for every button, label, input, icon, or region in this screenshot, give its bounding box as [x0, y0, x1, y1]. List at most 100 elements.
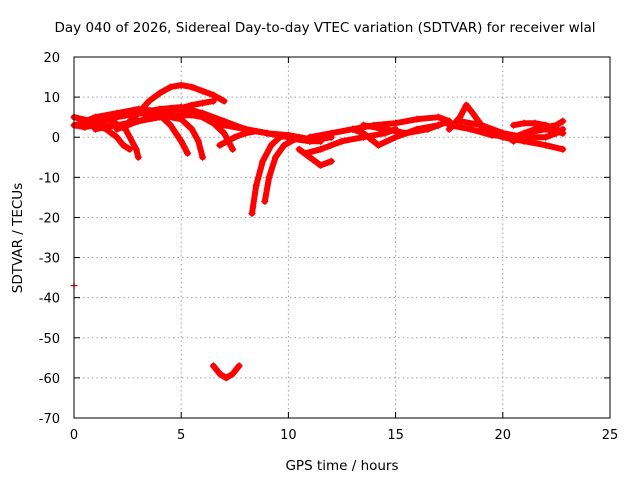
- data-point: [156, 89, 164, 97]
- x-axis-label: GPS time / hours: [285, 458, 398, 474]
- data-point: [261, 197, 269, 205]
- data-point: [276, 133, 284, 141]
- data-point: [134, 153, 142, 161]
- data-point: [559, 145, 567, 153]
- data-point: [280, 141, 288, 149]
- x-tick-label: 5: [177, 428, 185, 443]
- data-point: [134, 117, 142, 125]
- data-point: [166, 83, 174, 91]
- x-tick-label: 20: [495, 428, 512, 443]
- data-point: [327, 129, 335, 137]
- data-point: [462, 101, 470, 109]
- x-tick-label: 0: [70, 428, 78, 443]
- data-point: [242, 129, 250, 137]
- data-point: [216, 141, 224, 149]
- data-point: [413, 125, 421, 133]
- data-point: [91, 125, 99, 133]
- x-tick-label: 10: [280, 428, 297, 443]
- y-tick-label: 10: [43, 91, 60, 106]
- data-point: [229, 370, 237, 378]
- series-arc-21: [477, 125, 567, 153]
- data-point: [113, 121, 121, 129]
- data-point: [445, 121, 453, 129]
- data-point: [542, 121, 550, 129]
- data-point: [552, 125, 560, 133]
- data-point: [199, 87, 207, 95]
- data-point: [220, 121, 228, 129]
- data-point: [349, 125, 357, 133]
- series-line: [306, 114, 453, 141]
- data-point: [559, 129, 567, 137]
- data-point: [520, 119, 528, 127]
- x-tick-label: 15: [387, 428, 404, 443]
- data-point: [434, 113, 442, 121]
- data-point: [222, 374, 230, 382]
- y-tick-label: 20: [43, 51, 60, 66]
- data-point: [231, 133, 239, 141]
- y-tick-label: -50: [39, 332, 60, 347]
- series-arc-7: [91, 111, 237, 153]
- data-point: [291, 135, 299, 143]
- data-point: [126, 145, 134, 153]
- data-point: [177, 111, 185, 119]
- data-point: [295, 145, 303, 153]
- y-tick-label: -10: [39, 171, 60, 186]
- data-point: [188, 125, 196, 133]
- data-point: [177, 105, 185, 113]
- data-point: [542, 141, 550, 149]
- data-point: [199, 153, 207, 161]
- series-line: [92, 112, 236, 153]
- data-point: [119, 141, 127, 149]
- data-point: [216, 370, 224, 378]
- data-point: [184, 149, 192, 157]
- series-arc-22: [510, 119, 567, 137]
- data-point: [177, 137, 185, 145]
- data-point: [252, 127, 260, 135]
- data-point: [392, 133, 400, 141]
- data-point: [235, 362, 243, 370]
- data-point: [510, 121, 518, 129]
- data-point: [434, 121, 442, 129]
- data-point: [359, 129, 367, 137]
- y-tick-label: -30: [39, 252, 60, 267]
- data-point: [359, 121, 367, 129]
- data-point: [113, 133, 121, 141]
- data-point: [263, 129, 271, 137]
- data-point: [520, 137, 528, 145]
- axis-ticks: [73, 56, 611, 419]
- data-point: [531, 119, 539, 127]
- data-point: [381, 125, 389, 133]
- data-point: [248, 209, 256, 217]
- series-arc-12: [261, 135, 314, 205]
- data-point: [134, 109, 142, 117]
- data-point: [272, 153, 280, 161]
- series-arc-23: [209, 362, 243, 382]
- tick-labels: 0 5 10 15 20 25 20 10 0 -10 -20 -30 -40 -50 -60 -70: [39, 51, 619, 443]
- data-point: [467, 125, 475, 133]
- data-point: [542, 133, 550, 141]
- data-point: [338, 137, 346, 145]
- data-point: [194, 137, 202, 145]
- series-line: [122, 82, 228, 129]
- y-tick-label: -70: [39, 412, 60, 427]
- data-point: [413, 115, 421, 123]
- series-line: [296, 146, 335, 169]
- data-point: [91, 113, 99, 121]
- data-point: [199, 99, 207, 107]
- data-point: [392, 119, 400, 127]
- y-axis-label: SDTVAR / TECUs: [10, 183, 26, 293]
- data-point: [477, 125, 485, 133]
- data-point: [374, 141, 382, 149]
- data-point: [317, 137, 325, 145]
- data-point: [306, 153, 314, 161]
- data-point: [317, 161, 325, 169]
- plot-frame: [73, 56, 611, 419]
- data-point: [327, 157, 335, 165]
- data-point: [317, 145, 325, 153]
- data-point: [220, 129, 228, 137]
- data-point: [229, 145, 237, 153]
- data-point: [252, 181, 260, 189]
- series-arc-17: [349, 121, 442, 149]
- data-layer: [70, 81, 567, 382]
- x-tick-label: 25: [602, 428, 619, 443]
